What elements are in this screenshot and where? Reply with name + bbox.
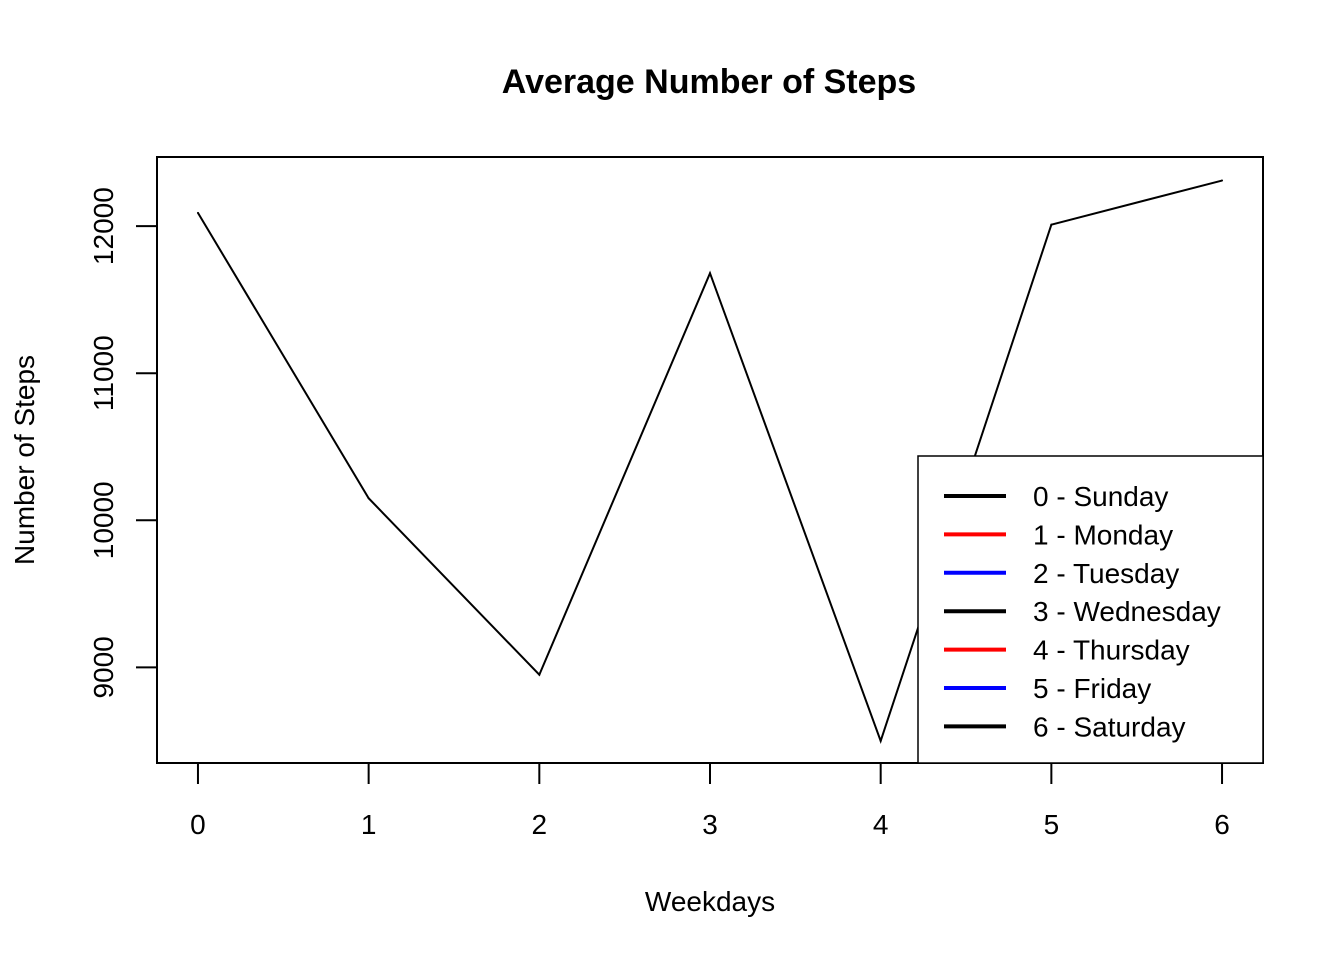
y-tick-label: 10000	[88, 481, 119, 559]
x-axis: 0 1 2 3 4 5 6	[190, 762, 1230, 840]
data-point	[538, 673, 541, 676]
legend-label: 4 - Thursday	[1033, 635, 1190, 666]
legend-label: 6 - Saturday	[1033, 711, 1186, 742]
x-tick-label: 6	[1214, 809, 1230, 840]
legend-label: 0 - Sunday	[1033, 481, 1168, 512]
data-point	[709, 272, 711, 275]
legend: 0 - Sunday 1 - Monday 2 - Tuesday 3 - Wedne…	[917, 455, 1264, 764]
x-axis-label: Weekdays	[645, 886, 775, 917]
y-tick-label: 12000	[88, 187, 119, 265]
y-axis-label: Number of Steps	[9, 355, 40, 565]
x-tick-label: 1	[361, 809, 377, 840]
data-point	[367, 497, 370, 500]
data-point	[879, 739, 882, 742]
x-tick-label: 4	[873, 809, 889, 840]
legend-label: 3 - Wednesday	[1033, 596, 1221, 627]
legend-label: 1 - Monday	[1033, 519, 1173, 550]
data-point	[1221, 179, 1224, 182]
x-tick-label: 5	[1044, 809, 1060, 840]
x-tick-label: 2	[532, 809, 548, 840]
y-tick-label: 9000	[88, 636, 119, 698]
series-layer	[196, 179, 1224, 744]
chart-title: Average Number of Steps	[502, 63, 916, 101]
y-axis: 9000 10000 11000 12000	[88, 187, 158, 699]
data-point	[196, 211, 199, 214]
legend-label: 2 - Tuesday	[1033, 558, 1179, 589]
x-tick-label: 3	[702, 809, 718, 840]
x-tick-label: 0	[190, 809, 206, 840]
y-tick-label: 11000	[88, 335, 119, 411]
data-point	[1050, 223, 1053, 226]
legend-label: 5 - Friday	[1033, 673, 1151, 704]
